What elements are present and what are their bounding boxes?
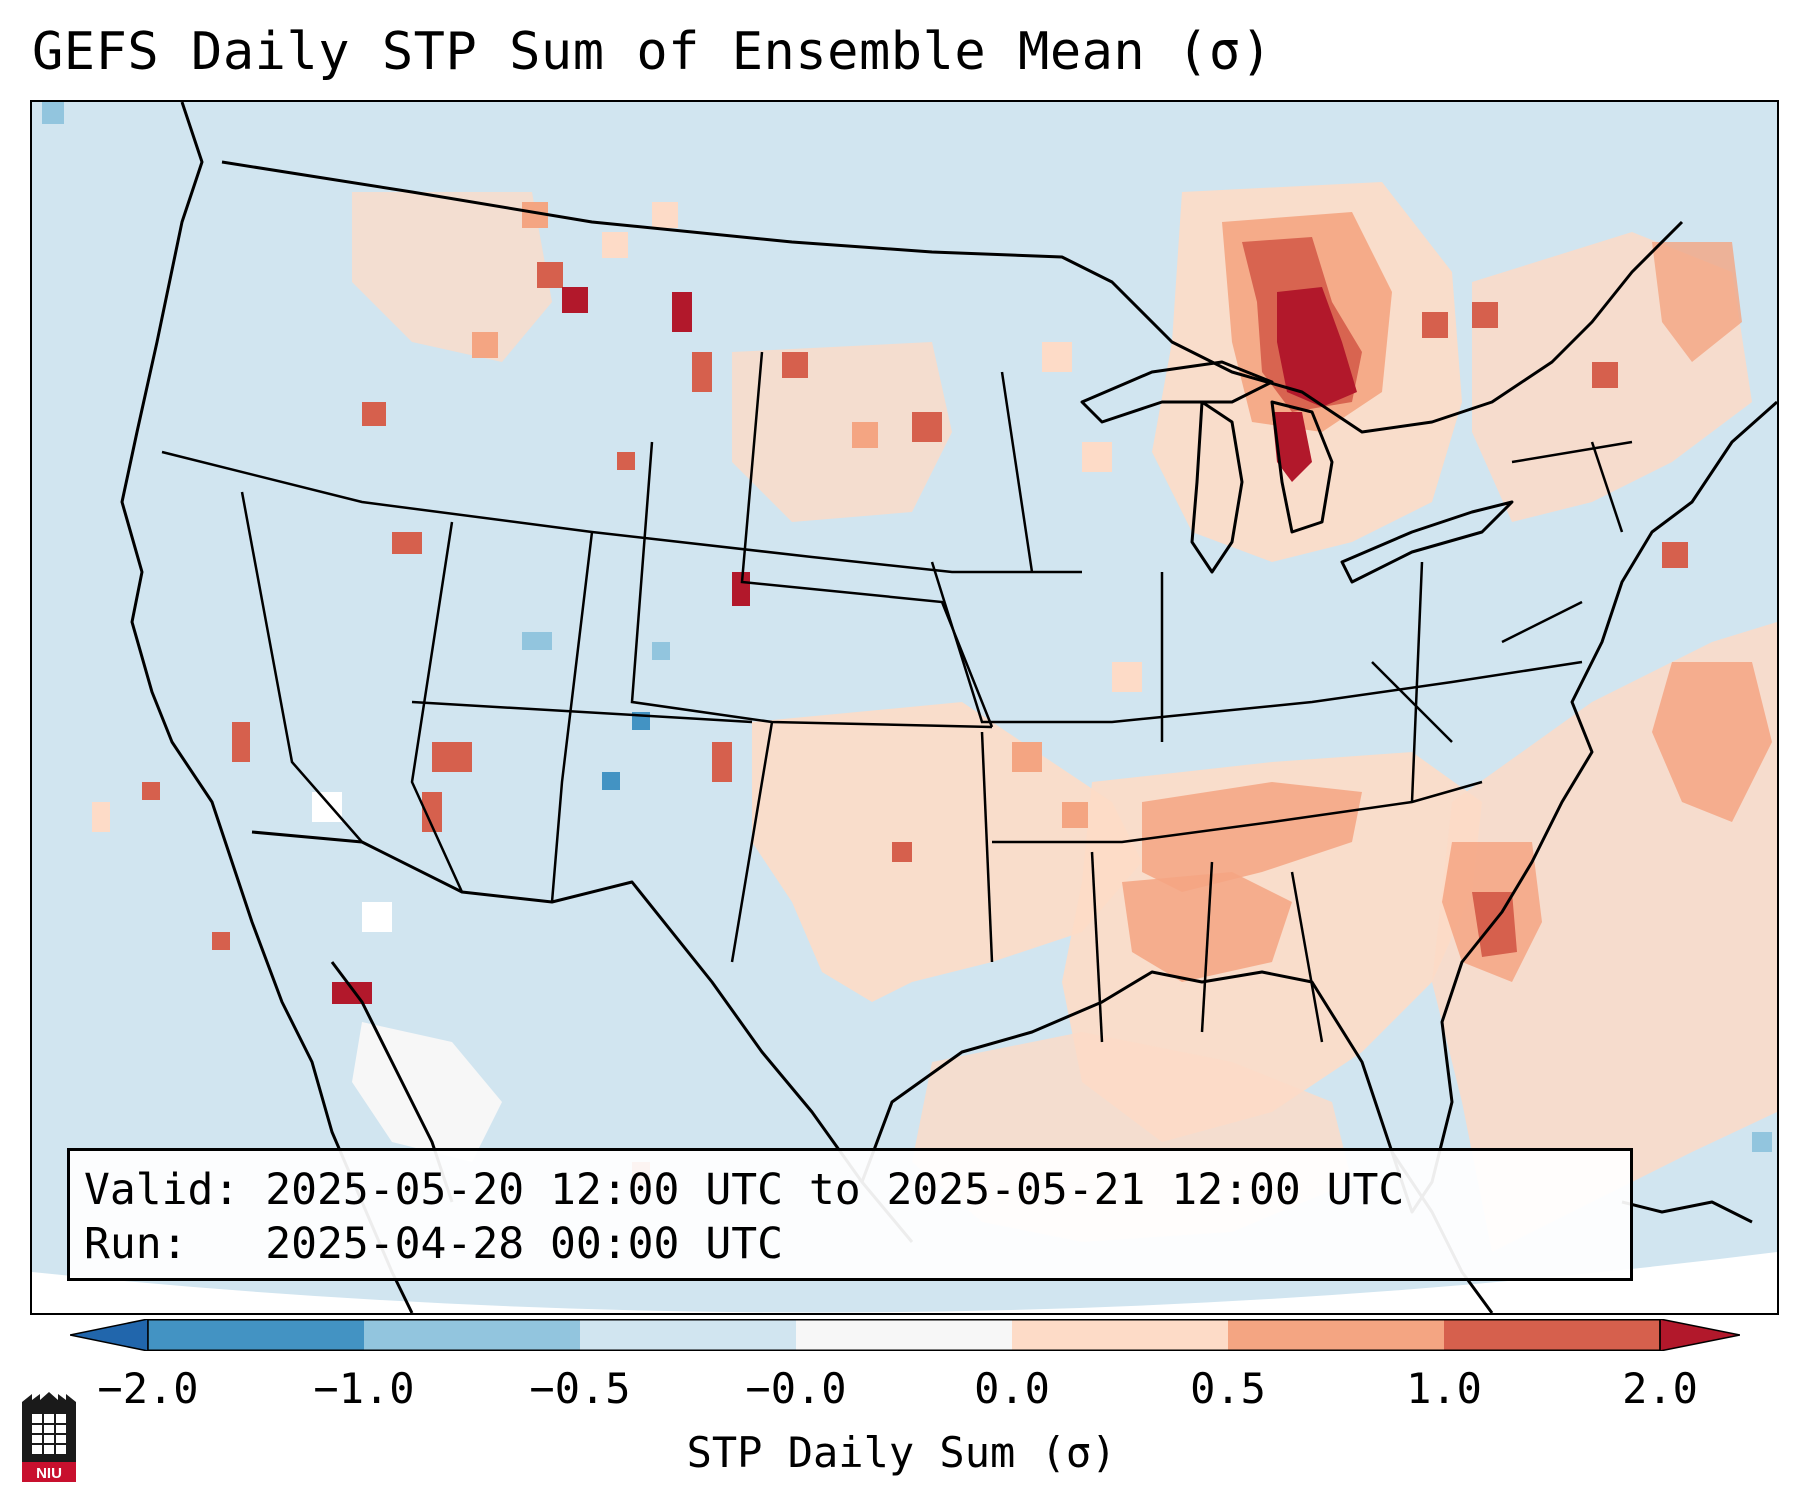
map-panel (30, 100, 1779, 1315)
colorbar-bin (1012, 1319, 1228, 1351)
cell (672, 292, 692, 332)
cell (1042, 342, 1072, 372)
us-canada-border (221, 160, 1684, 434)
cell (432, 742, 472, 772)
map-title: GEFS Daily STP Sum of Ensemble Mean (σ) (32, 22, 1273, 82)
cell (652, 642, 670, 660)
us-mexico-border (251, 830, 914, 1243)
colorbar-tick-label: 1.0 (1406, 1364, 1482, 1413)
gulf-coast (860, 400, 1777, 1214)
cell (42, 102, 64, 124)
validity-info-box: Valid: 2025-05-20 12:00 UTC to 2025-05-2… (67, 1148, 1633, 1281)
colorbar-extend-high (1659, 1319, 1740, 1351)
colorbar-tick-label: −2.0 (97, 1364, 199, 1413)
cell (1592, 362, 1618, 388)
colorbar-label: STP Daily Sum (σ) (686, 1428, 1117, 1477)
cell (1662, 542, 1688, 568)
cell (472, 332, 498, 358)
region-atlantic-core (1652, 662, 1772, 822)
anomaly-field (352, 182, 1777, 1252)
colorbar-tick-label: 2.0 (1622, 1364, 1698, 1413)
cell (912, 412, 942, 442)
forecast-map (32, 102, 1777, 1313)
colorbar-tick-label: 0.5 (1190, 1364, 1266, 1413)
region-north-dakota (732, 342, 952, 522)
logo-text: NIU (36, 1465, 62, 1482)
region-lake-huron-max (1277, 287, 1357, 407)
cell (142, 782, 160, 800)
cell (392, 532, 422, 554)
colorbar-bin (1444, 1319, 1660, 1351)
region-northern-rockies (352, 192, 552, 362)
cell (1062, 802, 1088, 828)
region-southern-plains (752, 702, 1142, 1002)
cell (1012, 742, 1042, 772)
colorbar-tick-label: −0.0 (745, 1364, 847, 1413)
lake-huron (1270, 400, 1334, 534)
cell (732, 572, 750, 606)
cell (537, 262, 563, 288)
cell (1422, 312, 1448, 338)
cell (232, 722, 250, 762)
region-maine (1652, 242, 1742, 362)
lake-superior (1080, 360, 1274, 424)
region-tennessee-valley (1142, 782, 1362, 892)
valid-line: Valid: 2025-05-20 12:00 UTC to 2025-05-2… (84, 1165, 1405, 1215)
colorbar-bin (148, 1319, 364, 1351)
cell (712, 742, 732, 782)
cell (782, 352, 808, 378)
niu-logo-icon: NIU (22, 1392, 76, 1482)
cell (422, 792, 442, 832)
colorbar (70, 1319, 1740, 1351)
cell (1082, 442, 1112, 472)
cell (602, 772, 620, 790)
caribbean-islands (1621, 1200, 1753, 1224)
cell (362, 402, 386, 426)
cell (892, 842, 912, 862)
cell (312, 792, 342, 822)
colorbar-bin (1228, 1319, 1444, 1351)
cell (362, 902, 392, 932)
cell (212, 932, 230, 950)
run-line: Run: 2025-04-28 00:00 UTC (84, 1219, 783, 1269)
colorbar-tick-label: −0.5 (529, 1364, 631, 1413)
cell (602, 232, 628, 258)
colorbar-bin (580, 1319, 796, 1351)
cell (617, 452, 635, 470)
region-michigan-max (1272, 412, 1312, 482)
projection-edge (32, 1252, 1777, 1313)
cell (92, 802, 110, 832)
cell (1752, 1132, 1772, 1152)
colorbar-tick-label: 0.0 (974, 1364, 1050, 1413)
cell (332, 982, 372, 1004)
colorbar-outline (147, 1319, 1661, 1351)
grid-cells (42, 102, 1772, 1184)
cell (1112, 662, 1142, 692)
state-borders (161, 351, 1633, 1043)
west-coast (120, 102, 414, 1313)
cell (562, 287, 588, 313)
colorbar-tick-label: −1.0 (313, 1364, 415, 1413)
cell (852, 422, 878, 448)
cell (692, 352, 712, 392)
colorbar-bin (796, 1319, 1012, 1351)
colorbar-extend-low (70, 1319, 149, 1351)
cell (1472, 302, 1498, 328)
lake-michigan (1190, 400, 1244, 574)
lake-erie-ontario (1340, 500, 1514, 584)
colorbar-bin (364, 1319, 580, 1351)
cell (522, 632, 552, 650)
cell (652, 202, 678, 228)
